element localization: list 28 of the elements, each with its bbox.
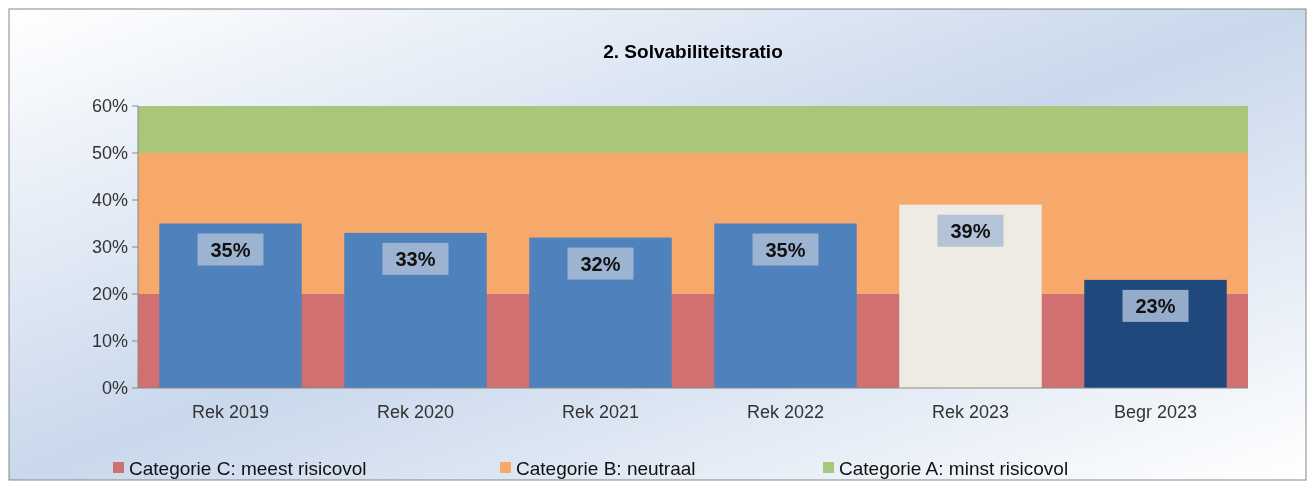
y-tick-label: 20% <box>91 284 128 305</box>
legend-label: Categorie C: meest risicovol <box>129 457 367 479</box>
data-label: 23% <box>1135 294 1176 317</box>
data-label: 33% <box>395 247 436 270</box>
bar <box>714 223 857 388</box>
y-tick-label: 30% <box>91 237 128 258</box>
x-tick-label: Begr 2023 <box>1113 402 1198 422</box>
bar <box>899 204 1042 388</box>
bar <box>344 232 487 388</box>
x-tick-label: Rek 2021 <box>561 402 640 422</box>
data-label: 35% <box>210 238 251 261</box>
data-label: 32% <box>580 252 621 275</box>
data-label: 39% <box>950 219 991 242</box>
data-label: 35% <box>765 238 806 261</box>
bar <box>159 223 302 388</box>
x-tick-label: Rek 2023 <box>931 402 1010 422</box>
y-tick-label: 60% <box>91 96 128 117</box>
y-tick-label: 50% <box>91 143 128 164</box>
y-tick-label: 10% <box>91 331 128 352</box>
legend-label: Categorie B: neutraal <box>516 457 696 479</box>
chart-title: 2. Solvabiliteitsratio <box>603 41 783 62</box>
x-tick-label: Rek 2022 <box>746 402 825 422</box>
x-tick-label: Rek 2019 <box>191 402 270 422</box>
legend-label: Categorie A: minst risicovol <box>839 457 1069 479</box>
x-tick-label: Rek 2020 <box>376 402 455 422</box>
y-tick-label: 0% <box>101 378 128 399</box>
bar <box>529 237 672 388</box>
y-tick-label: 40% <box>91 190 128 211</box>
